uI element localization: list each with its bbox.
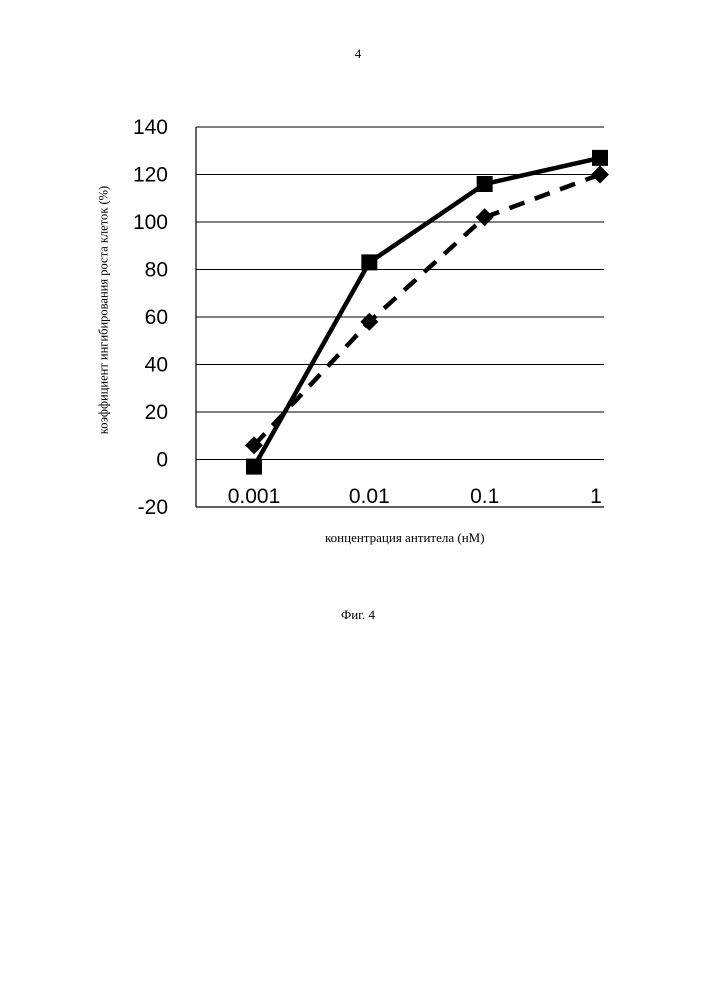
x-axis-label: концентрация антитела (нМ) [325, 530, 485, 546]
series-line-square [254, 158, 600, 467]
y-tick-label: 20 [145, 401, 168, 424]
x-tick-label: 0.001 [228, 485, 281, 508]
y-tick-label: 100 [133, 211, 168, 234]
data-point-square [592, 150, 608, 166]
data-point-square [246, 459, 262, 475]
gridlines [196, 127, 604, 460]
x-tick-label: 1 [590, 485, 602, 508]
series-line-diamond [254, 175, 600, 446]
x-tick-labels: 0.001 0.01 0.1 1 [228, 485, 602, 508]
figure-caption: Фиг. 4 [0, 607, 716, 623]
series-group [245, 150, 609, 475]
x-tick-label: 0.01 [349, 485, 390, 508]
x-tick-label: 0.1 [470, 485, 499, 508]
y-tick-label: 140 [133, 116, 168, 139]
y-tick-label: 40 [145, 354, 168, 377]
y-tick-label: 0 [156, 449, 168, 472]
y-tick-label: 120 [133, 164, 168, 187]
y-tick-label: -20 [138, 496, 168, 519]
data-point-square [361, 254, 377, 270]
line-chart: -20 0 20 40 60 80 100 120 140 0.001 0.01 0.1 1 [0, 0, 716, 600]
data-point-square [477, 176, 493, 192]
y-tick-label: 80 [145, 259, 168, 282]
y-tick-label: 60 [145, 306, 168, 329]
data-point-diamond [476, 208, 494, 226]
y-tick-labels: -20 0 20 40 60 80 100 120 140 [133, 116, 168, 519]
data-point-diamond [591, 166, 609, 184]
